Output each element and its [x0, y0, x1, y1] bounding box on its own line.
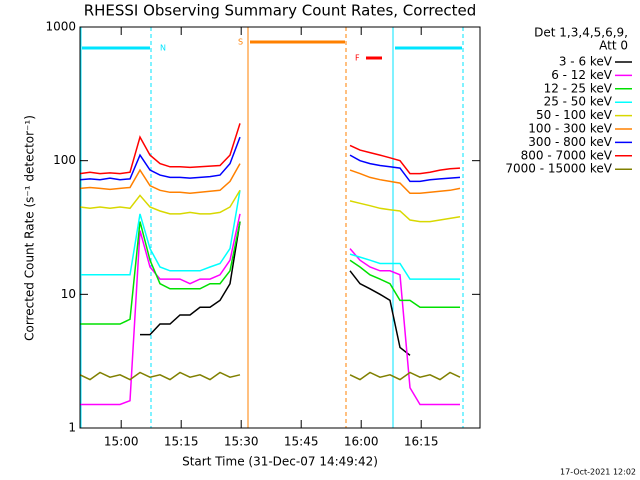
series-line: [79, 136, 461, 183]
legend-label: 7000 - 15000 keV: [505, 162, 612, 176]
legend-title: Att 0: [599, 39, 628, 53]
x-tick-label: 15:30: [224, 435, 259, 449]
series-line: [79, 371, 461, 381]
x-tick-label: 15:15: [164, 435, 199, 449]
x-axis-title: Start Time (31-Dec-07 14:49:42): [182, 455, 378, 469]
x-tick-label: 15:00: [104, 435, 139, 449]
legend-label: 3 - 6 keV: [559, 55, 613, 69]
x-tick-label: 16:00: [344, 435, 379, 449]
annotation: N: [160, 44, 166, 53]
legend-label: 12 - 25 keV: [544, 81, 613, 95]
series-line: [79, 189, 461, 223]
legend-label: 300 - 800 keV: [528, 135, 612, 149]
legend-label: 800 - 7000 keV: [521, 148, 613, 162]
legend-title: Det 1,3,4,5,6,9,: [534, 26, 628, 40]
series-line: [79, 163, 461, 195]
annotation: F: [355, 54, 360, 63]
legend-label: 25 - 50 keV: [544, 95, 613, 109]
legend-label: 100 - 300 keV: [528, 122, 612, 136]
series-line: [140, 221, 411, 356]
y-tick-label: 1000: [45, 20, 76, 34]
y-tick-label: 10: [61, 287, 76, 301]
y-tick-label: 1: [68, 421, 76, 435]
chart-title: RHESSI Observing Summary Count Rates, Co…: [84, 2, 477, 20]
series-line: [79, 123, 461, 175]
legend-label: 50 - 100 keV: [536, 108, 613, 122]
x-tick-label: 16:15: [404, 435, 439, 449]
footer: 17-Oct-2021 12:02: [560, 468, 636, 477]
y-axis-title: Corrected Count Rate (s⁻¹ detector⁻¹): [23, 115, 37, 341]
series-line: [80, 221, 460, 325]
legend-label: 6 - 12 keV: [551, 68, 613, 82]
flag-markers: [80, 27, 464, 428]
plot-frame: [79, 26, 481, 429]
x-tick-label: 15:45: [284, 435, 319, 449]
series-line: [80, 190, 460, 280]
plot-area: [79, 123, 461, 406]
y-tick-label: 100: [53, 153, 76, 167]
series-line: [80, 213, 460, 406]
annotation: S: [238, 38, 243, 47]
